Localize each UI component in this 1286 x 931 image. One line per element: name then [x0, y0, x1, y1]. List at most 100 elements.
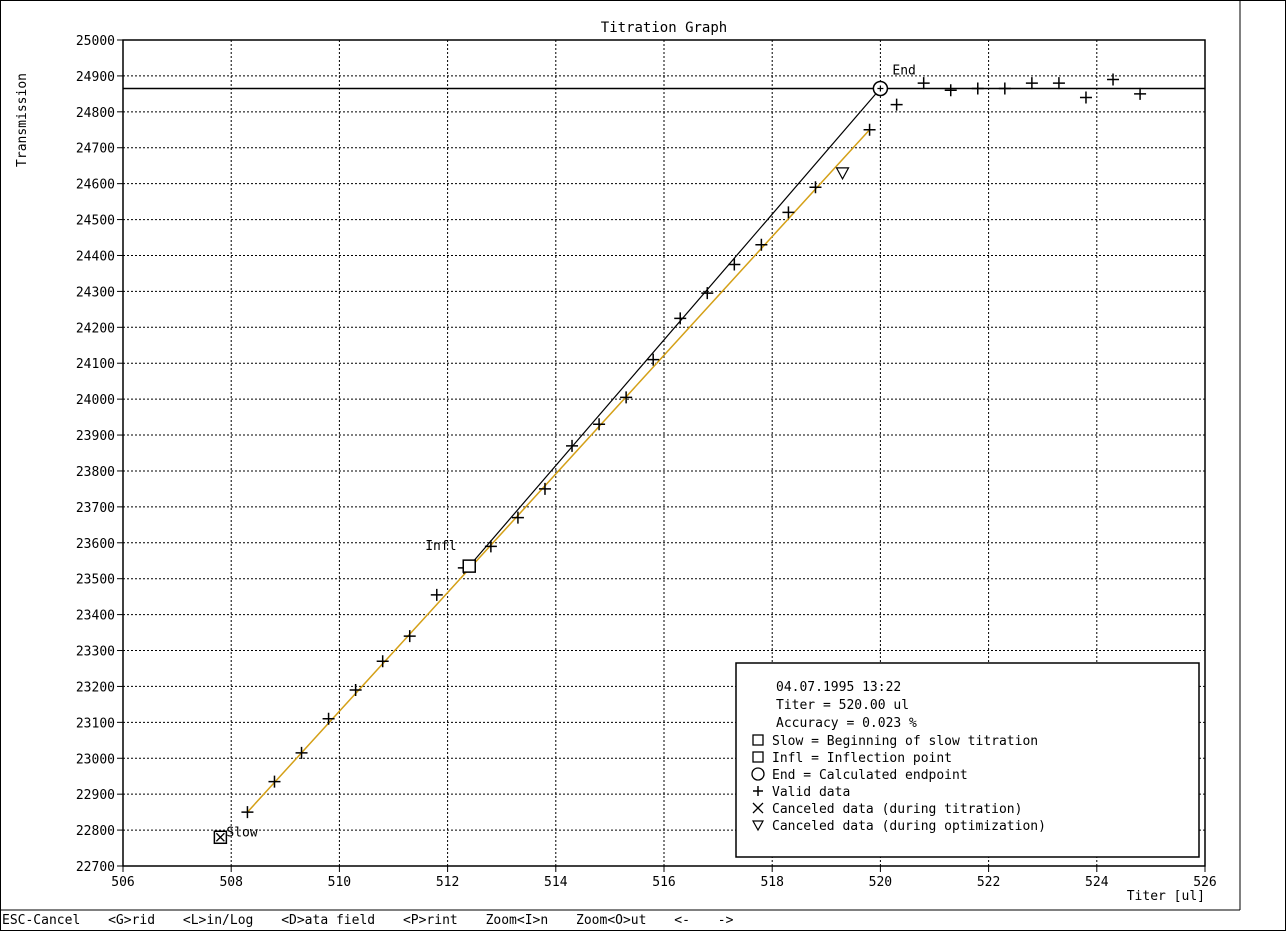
valid-data-point: [890, 98, 903, 111]
y-tick-label: 24100: [76, 357, 115, 372]
legend-plus-icon: [753, 786, 763, 796]
y-tick-label: 23300: [76, 645, 115, 660]
info-titer: Titer = 520.00 ul: [776, 698, 909, 713]
legend-entry: Valid data: [772, 785, 850, 800]
valid-data-point: [647, 353, 660, 366]
x-tick-label: 520: [869, 875, 892, 890]
legend-entry: Canceled data (during titration): [772, 802, 1022, 817]
end-point-label: End: [892, 63, 915, 78]
status-bar: ESC-Cancel <G>rid <L>in/Log <D>ata field…: [2, 913, 753, 931]
valid-data-point: [971, 82, 984, 95]
y-tick-label: 23200: [76, 680, 115, 695]
data-field-key[interactable]: <D>ata field: [281, 913, 376, 928]
x-tick-label: 518: [760, 875, 783, 890]
x-tick-label: 514: [544, 875, 568, 890]
valid-data-point: [1025, 77, 1038, 90]
y-axis-label: Transmission: [15, 73, 30, 167]
x-tick-label: 516: [652, 875, 675, 890]
valid-data-point: [403, 630, 416, 643]
canceled-optimization-point: [835, 167, 850, 181]
valid-data-point: [755, 238, 768, 251]
valid-data-point: [620, 391, 633, 404]
info-accuracy: Accuracy = 0.023 %: [776, 716, 917, 731]
slow-point-cross: [215, 832, 225, 842]
valid-data-point: [322, 712, 335, 725]
valid-data-point: [268, 775, 281, 788]
y-tick-label: 23500: [76, 573, 115, 588]
x-axis-label: Titer [ul]: [1127, 889, 1205, 904]
y-tick-label: 23400: [76, 609, 115, 624]
y-tick-label: 25000: [76, 34, 115, 49]
y-tick-label: 23100: [76, 716, 115, 731]
infl-point-label: Infl: [425, 539, 456, 554]
valid-data-point: [944, 84, 957, 97]
valid-data-point: [701, 287, 714, 300]
y-tick-label: 23900: [76, 429, 115, 444]
legend-entry: End = Calculated endpoint: [772, 768, 968, 783]
valid-data-point: [1079, 91, 1092, 104]
x-tick-label: 522: [977, 875, 1000, 890]
valid-data-point: [241, 806, 254, 819]
valid-data-point: [349, 684, 362, 697]
y-tick-label: 22900: [76, 788, 115, 803]
legend-circle-icon: [751, 767, 765, 781]
info-datetime: 04.07.1995 13:22: [776, 680, 901, 695]
y-tick-label: 24600: [76, 178, 115, 193]
cancel-key[interactable]: ESC-Cancel: [2, 913, 81, 928]
y-tick-label: 24500: [76, 214, 115, 229]
tangent-line: [468, 88, 881, 567]
grid-key[interactable]: <G>rid: [108, 913, 156, 928]
chart-title: Titration Graph: [601, 20, 727, 36]
print-key[interactable]: <P>rint: [402, 913, 458, 928]
valid-data-point: [863, 123, 876, 136]
valid-data-point: [998, 82, 1011, 95]
legend-square-icon: [752, 734, 764, 746]
legend-entry: Canceled data (during optimization): [772, 819, 1046, 834]
y-tick-label: 24000: [76, 393, 115, 408]
y-tick-label: 24400: [76, 249, 115, 264]
legend-entry: Slow = Beginning of slow titration: [772, 734, 1038, 749]
lin-log-key[interactable]: <L>in/Log: [182, 913, 254, 928]
valid-data-point: [593, 418, 606, 431]
scroll-left-key[interactable]: <-: [674, 913, 690, 928]
y-tick-label: 24200: [76, 321, 115, 336]
y-tick-label: 24300: [76, 285, 115, 300]
valid-data-point: [674, 312, 687, 325]
scroll-right-key[interactable]: ->: [717, 913, 734, 928]
y-tick-label: 23600: [76, 537, 115, 552]
legend-entry: Infl = Inflection point: [772, 751, 952, 766]
valid-data-point: [809, 181, 822, 194]
valid-data-point: [376, 655, 389, 668]
infl-point-marker: [462, 559, 476, 573]
end-point-center: [877, 85, 884, 92]
valid-data-point: [295, 746, 308, 759]
zoom-in-key[interactable]: Zoom<I>n: [485, 913, 549, 928]
legend-square-icon: [752, 751, 764, 763]
valid-data-point: [566, 439, 579, 452]
x-tick-label: 512: [436, 875, 459, 890]
y-tick-label: 24800: [76, 106, 115, 121]
valid-data-point: [782, 206, 795, 219]
y-tick-label: 24700: [76, 142, 115, 157]
y-tick-label: 23800: [76, 465, 115, 480]
valid-data-point: [1134, 87, 1147, 100]
x-tick-label: 508: [219, 875, 242, 890]
valid-data-point: [430, 588, 443, 601]
info-box: [735, 662, 1200, 858]
valid-data-point: [1107, 73, 1120, 86]
valid-data-point: [511, 511, 524, 524]
valid-data-point: [917, 77, 930, 90]
x-tick-label: 510: [328, 875, 351, 890]
legend-x-icon: [752, 802, 764, 814]
x-tick-label: 506: [111, 875, 134, 890]
valid-data-point: [484, 540, 497, 553]
x-tick-label: 524: [1085, 875, 1109, 890]
y-tick-label: 22800: [76, 824, 115, 839]
zoom-out-key[interactable]: Zoom<O>ut: [576, 913, 647, 928]
valid-data-point: [538, 482, 551, 495]
legend-triangle-icon: [751, 820, 765, 832]
y-tick-label: 23700: [76, 501, 115, 516]
y-tick-label: 24900: [76, 70, 115, 85]
